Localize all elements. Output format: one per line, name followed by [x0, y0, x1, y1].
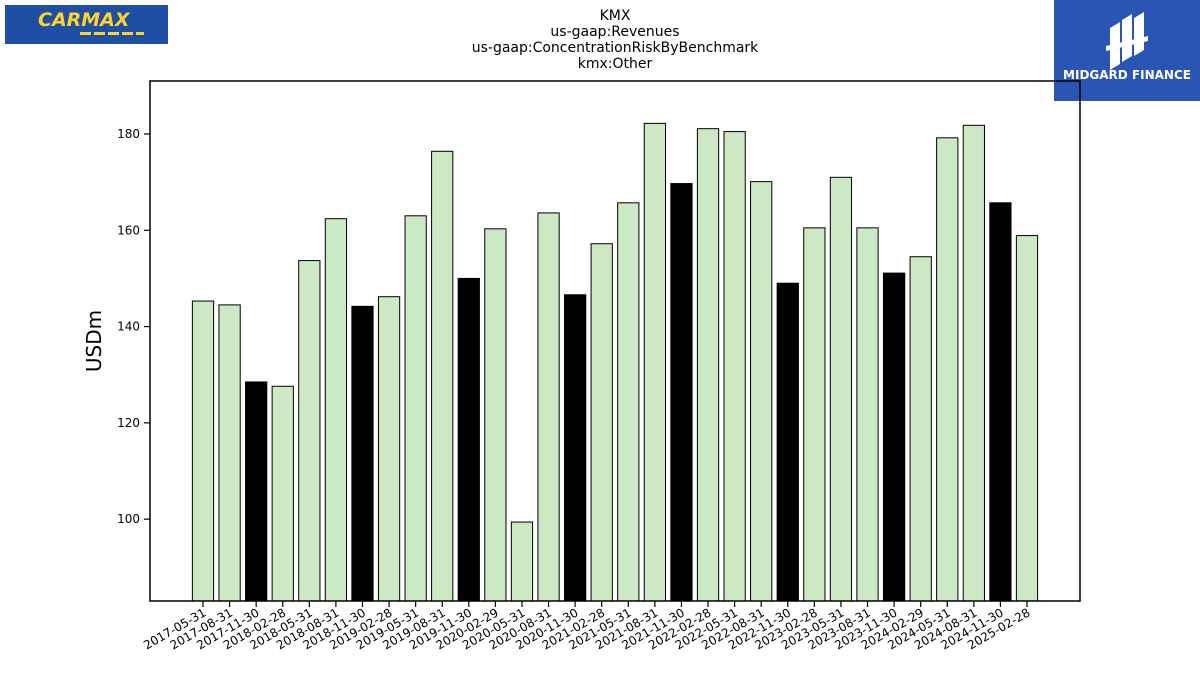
bar [271, 385, 294, 602]
bar [803, 227, 826, 602]
bars [191, 122, 1039, 602]
y-axis: 100 120 140 160 180 [117, 127, 150, 526]
bar [617, 202, 640, 602]
bar [776, 282, 799, 602]
bar [696, 128, 720, 602]
bar [670, 183, 693, 602]
bar [298, 260, 321, 602]
bar [351, 305, 374, 602]
y-tick-label: 180 [117, 127, 140, 141]
bar [1015, 235, 1039, 602]
bar [537, 212, 560, 602]
bar [218, 304, 241, 602]
carmax-logo-text: CARMAX [38, 9, 130, 31]
y-tick-label: 100 [117, 512, 140, 526]
bar [723, 131, 746, 602]
chart-title-line: us-gaap:ConcentrationRiskByBenchmark [472, 40, 759, 56]
y-axis-label: USDm [82, 310, 106, 372]
bar [510, 521, 534, 602]
bar [404, 215, 427, 602]
chart-title: KMXus-gaap:Revenuesus-gaap:Concentration… [472, 8, 759, 72]
bar [962, 124, 985, 602]
chart-title-line: KMX [600, 8, 631, 24]
chart-title-line: us-gaap:Revenues [550, 24, 679, 40]
bar [191, 300, 215, 602]
chart-title-line: kmx:Other [578, 56, 653, 72]
midgard-logo-text: MIDGARD FINANCE [1063, 68, 1191, 82]
bar [829, 176, 853, 602]
bar [936, 137, 959, 602]
bar [457, 277, 480, 602]
bar [431, 150, 454, 602]
bar [484, 228, 507, 602]
y-tick-label: 160 [117, 223, 140, 237]
bar [909, 256, 932, 602]
bar [856, 227, 879, 602]
carmax-logo: CARMAX [5, 5, 168, 44]
bar [564, 294, 587, 602]
plot-frame [149, 80, 1081, 602]
bar [324, 218, 348, 602]
y-tick-label: 140 [117, 320, 140, 334]
bar [750, 181, 773, 602]
bar [590, 243, 613, 602]
bar [989, 202, 1012, 602]
carmax-logo-dashes [80, 32, 144, 35]
bar [245, 381, 268, 602]
bar [643, 122, 666, 602]
bar [377, 296, 401, 602]
y-tick-label: 120 [117, 416, 140, 430]
midgard-logo-mark [1106, 12, 1148, 70]
x-axis: 2017-05-312017-08-312017-11-302018-02-28… [141, 601, 1033, 652]
bar [882, 272, 906, 602]
midgard-finance-logo: MIDGARD FINANCE [1054, 0, 1200, 101]
